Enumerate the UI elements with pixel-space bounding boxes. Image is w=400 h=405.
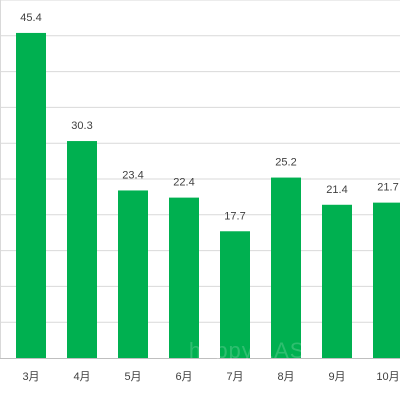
data-label-5: 17.7 — [224, 210, 245, 222]
bar-2 — [67, 141, 97, 358]
x-tick-label-1: 3月 — [22, 371, 39, 383]
x-tick-label-3: 5月 — [124, 371, 141, 383]
bar-1 — [16, 32, 46, 358]
bar-8 — [373, 202, 400, 358]
gridlines — [0, 0, 400, 358]
bar-7 — [322, 204, 352, 358]
x-tick-label-8: 10月 — [376, 371, 399, 383]
bar-6 — [271, 177, 301, 358]
data-label-8: 21.7 — [377, 182, 398, 194]
data-label-6: 25.2 — [275, 157, 296, 169]
category-tick-labels: 3月 4月 5月 6月 7月 8月 9月 10月 — [22, 371, 399, 383]
bars — [16, 32, 400, 358]
data-label-7: 21.4 — [326, 184, 347, 196]
x-tick-label-7: 9月 — [328, 371, 345, 383]
data-label-2: 30.3 — [71, 120, 92, 132]
x-tick-label-6: 8月 — [277, 371, 294, 383]
bar-5 — [220, 231, 250, 358]
data-label-3: 23.4 — [122, 169, 143, 181]
x-tick-label-2: 4月 — [73, 371, 90, 383]
data-label-1: 45.4 — [20, 12, 41, 24]
bar-3 — [118, 190, 148, 358]
data-labels: 45.4 30.3 23.4 22.4 17.7 25.2 21.4 21.7 — [20, 12, 398, 222]
x-tick-label-5: 7月 — [226, 371, 243, 383]
bar-4 — [169, 197, 199, 358]
x-tick-label-4: 6月 — [175, 371, 192, 383]
watermark-text: hoppy LASE — [189, 338, 321, 363]
data-label-4: 22.4 — [173, 177, 194, 189]
